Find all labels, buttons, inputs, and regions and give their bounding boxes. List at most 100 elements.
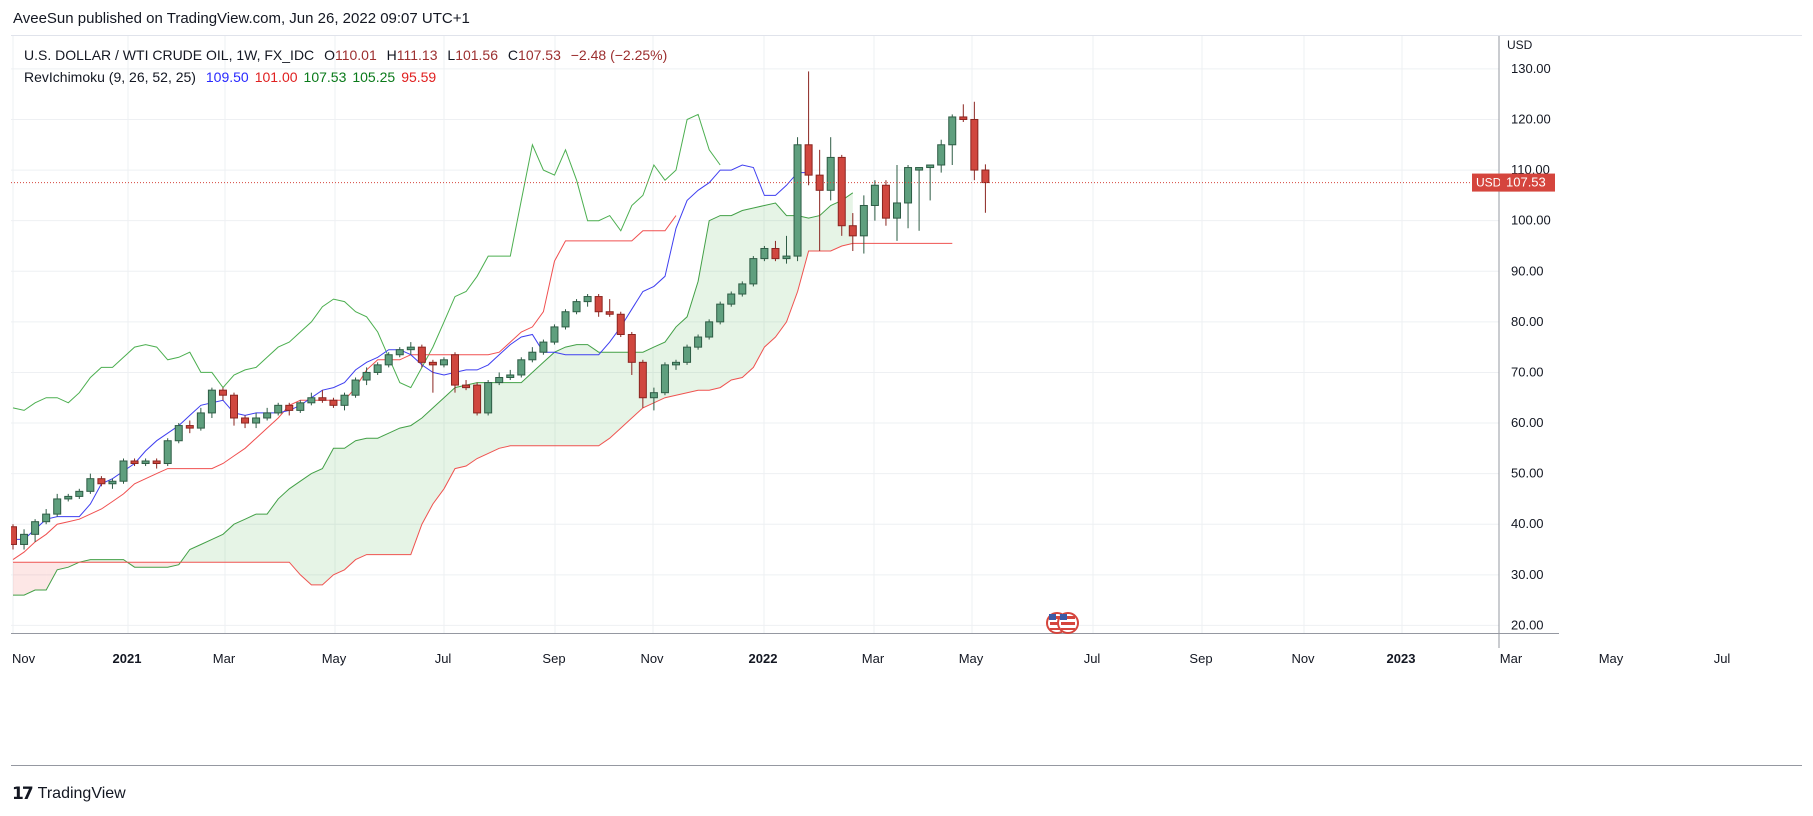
cloud-segment — [344, 440, 356, 570]
x-axis-label: Mar — [1500, 651, 1523, 666]
cloud-segment — [145, 562, 157, 568]
x-axis-label: Jul — [1714, 651, 1731, 666]
x-axis-label: 2021 — [113, 651, 142, 666]
cloud-segment — [46, 562, 58, 590]
indicator-value-3: 105.25 — [352, 69, 396, 85]
candle-body — [163, 440, 172, 465]
candle-body — [594, 296, 603, 313]
candle-body — [561, 311, 570, 328]
x-axis-label: 2023 — [1387, 651, 1416, 666]
candle-body — [252, 417, 261, 424]
cloud-segment — [377, 433, 389, 555]
candle-body — [329, 399, 338, 406]
flag-stripe — [1061, 628, 1075, 630]
candle-body — [108, 480, 117, 485]
cloud-segment — [753, 205, 765, 368]
price-axis-tick: 70.00 — [1511, 364, 1544, 379]
candle-body — [638, 361, 647, 399]
candle-body — [870, 184, 879, 206]
symbol-title[interactable]: U.S. DOLLAR / WTI CRUDE OIL, 1W, FX_IDC — [24, 47, 315, 63]
cloud-segment — [698, 220, 710, 391]
candle-body — [672, 361, 680, 366]
candle-body — [660, 364, 669, 394]
leading-span-b-line — [13, 242, 953, 586]
cloud-segment — [189, 544, 201, 563]
candle-body — [42, 513, 51, 523]
candle-body — [694, 336, 703, 348]
indicator-title[interactable]: RevIchimoku (9, 26, 52, 25) — [24, 69, 196, 85]
cloud-segment — [587, 344, 599, 446]
candle-body — [915, 167, 924, 171]
chart-frame: Nov 2021 Mar May Jul Sep Nov 2022 Mar May Jul Sep No… — [11, 35, 1802, 766]
price-axis-tick: 50.00 — [1511, 466, 1544, 481]
cloud-segment — [499, 382, 511, 449]
candle-body — [152, 460, 161, 465]
cloud-segment — [576, 344, 588, 446]
candle-body — [417, 346, 426, 363]
candle-body — [749, 258, 758, 285]
candlestick-chart[interactable]: Nov 2021 Mar May Jul Sep Nov 2022 Mar May Jul Sep No… — [11, 36, 1802, 767]
candle-body — [826, 156, 835, 191]
cloud-segment — [300, 473, 312, 585]
cloud-segment — [156, 562, 168, 568]
cloud-segment — [399, 425, 411, 555]
candle-body — [727, 293, 736, 305]
publisher-line: AveeSun published on TradingView.com, Ju… — [13, 10, 470, 27]
x-axis-label: Jul — [1084, 651, 1101, 666]
cloud-segment — [112, 559, 124, 563]
x-axis-label: Nov — [1291, 651, 1315, 666]
candle-body — [141, 460, 150, 465]
candle-body — [351, 379, 360, 396]
tradingview-logo-icon: 17 — [12, 784, 34, 804]
candle-body — [881, 184, 890, 219]
x-axis-label: Nov — [640, 651, 664, 666]
cloud-segment — [222, 524, 234, 563]
candle-body — [539, 341, 548, 353]
candle-body — [705, 321, 714, 338]
candle-body — [75, 490, 84, 497]
cloud-segment — [267, 498, 279, 563]
candle-body — [31, 521, 40, 535]
current-price-label: 107.53 — [1506, 175, 1546, 190]
x-axis-label: Mar — [213, 651, 236, 666]
tradingview-footer[interactable]: 17 TradingView — [12, 784, 126, 804]
candle-body — [771, 247, 780, 260]
flag-stripe — [1050, 622, 1064, 625]
candle-body — [340, 394, 349, 406]
price-axis-tick: 60.00 — [1511, 415, 1544, 430]
candle-body — [495, 377, 504, 384]
candle-body — [948, 116, 957, 146]
candle-body — [738, 283, 747, 295]
indicator-value-0: 109.50 — [205, 69, 249, 85]
cloud-segment — [278, 488, 290, 563]
candle-body — [263, 412, 272, 419]
candle-body — [86, 478, 95, 492]
candle-body — [848, 225, 857, 237]
price-axis-tick: 20.00 — [1511, 617, 1544, 632]
cloud-segment — [808, 215, 820, 252]
cloud-segment — [819, 205, 831, 252]
candle-body — [174, 425, 183, 442]
candle-body — [296, 402, 305, 411]
candle-body — [218, 389, 227, 396]
candle-body — [373, 364, 382, 373]
candle-body — [605, 311, 614, 315]
cloud-segment — [211, 534, 223, 563]
candle-body — [649, 392, 658, 399]
candle-body — [550, 326, 559, 343]
ohlc-low: L101.56 — [447, 47, 499, 63]
price-axis-tick: 90.00 — [1511, 263, 1544, 278]
candle-body — [804, 144, 813, 176]
flag-canton — [1060, 614, 1067, 620]
candle-body — [959, 116, 968, 120]
x-axis-label: Jul — [435, 651, 452, 666]
cloud-segment — [532, 362, 544, 446]
candle-body — [572, 301, 581, 313]
cloud-segment — [731, 210, 743, 381]
candle-body — [428, 361, 437, 366]
flag-stripe — [1050, 628, 1064, 630]
indicator-value-2: 107.53 — [303, 69, 347, 85]
cloud-segment — [543, 352, 555, 446]
candle-body — [760, 247, 769, 260]
candle-body — [20, 533, 29, 545]
